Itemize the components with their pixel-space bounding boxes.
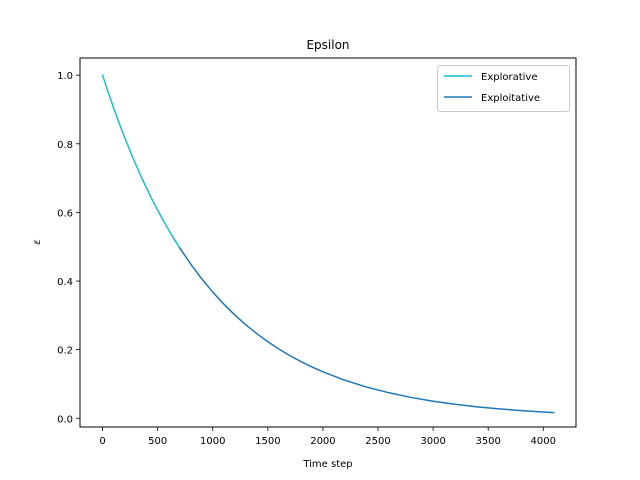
legend-label-explorative: Explorative (481, 72, 538, 83)
legend: Explorative Exploitative (437, 65, 570, 112)
y-tick-label: 0.6 (57, 208, 73, 219)
y-tick-label: 0.2 (57, 346, 73, 357)
y-tick-label: 0.8 (57, 140, 73, 151)
series-line-exploitative (178, 246, 555, 414)
x-axis: 0 500 1000 1500 2000 2500 3000 3500 4000 (99, 427, 556, 447)
x-tick-label: 4000 (531, 436, 556, 447)
legend-label-exploitative: Exploitative (481, 93, 540, 104)
x-tick-label: 2000 (310, 436, 335, 447)
x-tick-label: 2500 (365, 436, 390, 447)
x-tick-label: 1500 (255, 436, 280, 447)
x-tick-label: 3000 (420, 436, 445, 447)
y-axis-label: ε (32, 239, 43, 245)
x-tick-label: 3500 (475, 436, 500, 447)
y-tick-label: 0.0 (57, 414, 73, 425)
x-tick-label: 500 (148, 436, 167, 447)
y-tick-label: 1.0 (57, 71, 73, 82)
plot-area (101, 74, 555, 414)
legend-box (437, 65, 570, 112)
axes-frame (79, 57, 577, 428)
chart-title: Epsilon (306, 38, 349, 52)
x-tick-label: 1000 (200, 436, 225, 447)
x-tick-label: 0 (99, 436, 105, 447)
y-axis: 0.0 0.2 0.4 0.6 0.8 1.0 (57, 71, 80, 425)
series-line-explorative (101, 74, 181, 249)
x-axis-label: Time step (302, 459, 352, 470)
y-tick-label: 0.4 (57, 277, 73, 288)
